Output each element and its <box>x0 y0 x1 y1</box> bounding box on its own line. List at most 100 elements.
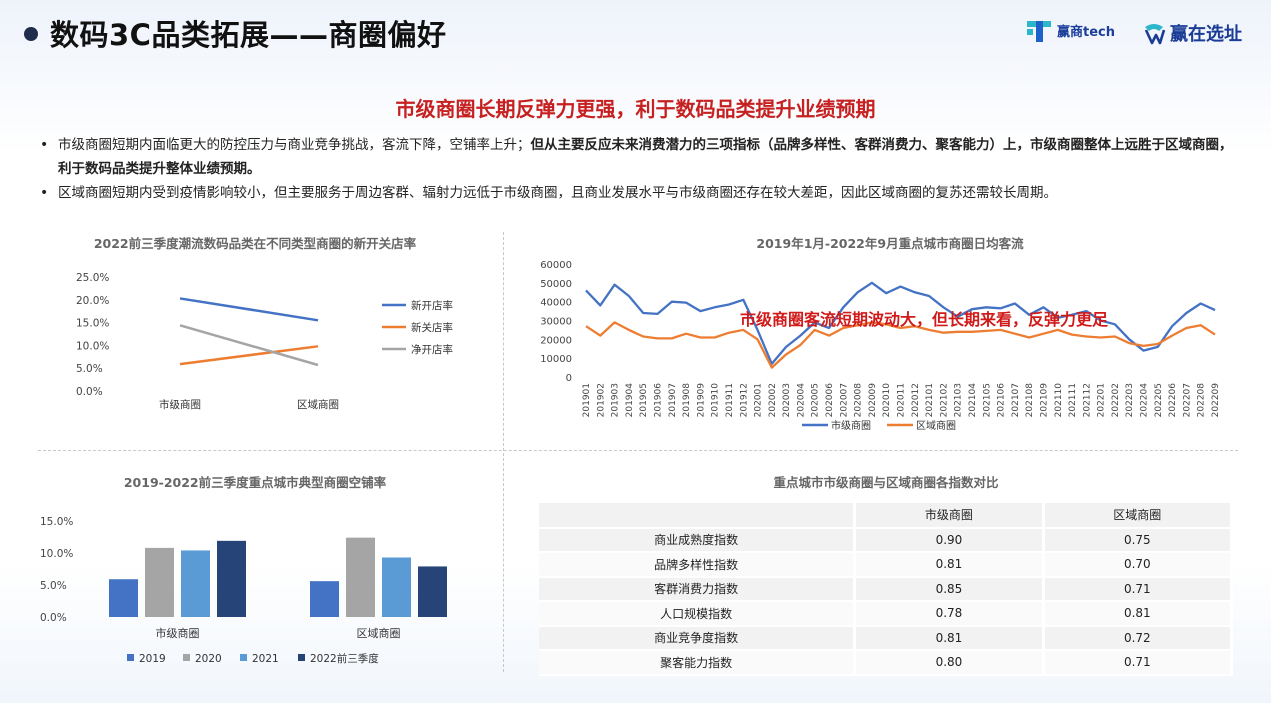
logo1-text: 赢商tech <box>1057 24 1115 40</box>
y-tick-label: 10.0% <box>76 340 109 352</box>
y-tick-label: 0.0% <box>76 386 103 398</box>
x-tick-label: 202110 <box>1054 383 1064 418</box>
y-tick-label: 15.0% <box>76 318 109 330</box>
y-tick-label: 20.0% <box>76 295 109 307</box>
y-tick-label: 60000 <box>540 260 572 271</box>
x-tick-label: 202012 <box>911 383 921 417</box>
table-row: 人口规模指数 0.78 0.81 <box>539 601 1234 627</box>
x-tick-label: 201912 <box>739 383 749 417</box>
series-line-净开店率 <box>179 324 319 367</box>
x-tick-label: 202206 <box>1168 383 1178 418</box>
series-line-新开店率 <box>179 297 319 322</box>
legend-swatch <box>127 654 134 661</box>
x-tick-label: 201909 <box>696 383 706 418</box>
headline: 市级商圈长期反弹力更强，利于数码品类提升业绩预期 <box>395 97 876 121</box>
y-tick-label: 30000 <box>540 317 572 328</box>
series-line-市级商圈 <box>585 281 1216 365</box>
table-row: 品牌多样性指数 0.81 0.70 <box>539 552 1234 578</box>
x-tick-label: 202208 <box>1197 383 1207 418</box>
table-cell: 0.72 <box>1043 625 1234 651</box>
table-cell: 聚客能力指数 <box>539 650 857 676</box>
chart2-annotation: 市级商圈客流短期波动大，但长期来看，反弹力更足 <box>740 310 1109 329</box>
x-tick-label: 202203 <box>1125 383 1135 417</box>
table-cell: 0.80 <box>854 650 1045 676</box>
y-tick-label: 15.0% <box>40 516 73 528</box>
x-tick-label: 202006 <box>825 383 835 418</box>
bullet-2-text: 区域商圈短期内受到疫情影响较小，但主要服务于周边客群、辐射力远低于市级商圈，且商… <box>58 185 1057 201</box>
legend-swatch <box>183 654 190 661</box>
table-header-cell: 市级商圈 <box>854 503 1045 529</box>
x-tick-label: 202109 <box>1039 383 1049 418</box>
x-tick-label: 202204 <box>1140 383 1150 418</box>
x-tick-label: 201910 <box>711 383 721 418</box>
x-tick-label: 202201 <box>1097 383 1107 417</box>
series-line-区域商圈 <box>585 321 1216 369</box>
x-tick-label: 202003 <box>782 383 792 417</box>
table-cell: 0.71 <box>1043 650 1234 676</box>
y-tick-label: 5.0% <box>40 580 67 592</box>
table-cell: 0.81 <box>1043 601 1234 627</box>
table-cell: 商业成熟度指数 <box>539 527 857 553</box>
bar-2020-市级商圈 <box>145 547 174 617</box>
bar-2022前三季度-市级商圈 <box>217 540 246 617</box>
x-tick-label: 202101 <box>925 383 935 417</box>
table-cell: 0.81 <box>854 625 1045 651</box>
table-cell: 0.78 <box>854 601 1045 627</box>
y-tick-label: 20000 <box>540 335 572 346</box>
x-tick-label: 201905 <box>639 383 649 417</box>
yingshang-logo-icon <box>1027 21 1051 42</box>
y-tick-label: 40000 <box>540 298 572 309</box>
x-tick-label: 201907 <box>668 383 678 417</box>
legend-label: 市级商圈 <box>831 419 871 432</box>
series-line-新关店率 <box>179 345 319 366</box>
logo2-text: 赢在选址 <box>1170 24 1242 45</box>
table-header-cell: 区域商圈 <box>1043 503 1234 529</box>
x-tick-label: 202111 <box>1068 383 1078 417</box>
table-row: 商业竞争度指数 0.81 0.72 <box>539 625 1234 651</box>
bullet-2: 区域商圈短期内受到疫情影响较小，但主要服务于周边客群、辐射力远低于市级商圈，且商… <box>38 181 1243 205</box>
x-tick-label: 市级商圈 <box>156 626 200 640</box>
chart2-title: 2019年1月-2022年9月重点城市商圈日均客流 <box>756 236 1024 251</box>
vertical-divider <box>503 232 504 672</box>
table-row: 客群消费力指数 0.85 0.71 <box>539 576 1234 602</box>
x-tick-label: 202008 <box>854 383 864 418</box>
legend-label: 2019 <box>139 653 166 665</box>
table-cell: 人口规模指数 <box>539 601 857 627</box>
x-tick-label: 202207 <box>1182 383 1192 417</box>
legend-label: 2021 <box>252 653 279 665</box>
table-row: 聚客能力指数 0.80 0.71 <box>539 650 1234 676</box>
x-tick-label: 201906 <box>653 383 663 418</box>
x-tick-label: 201911 <box>725 383 735 417</box>
table-cell: 0.81 <box>854 552 1045 578</box>
bar-2022前三季度-区域商圈 <box>418 566 447 617</box>
logo-yingshang-tech: 赢商tech <box>1025 18 1115 44</box>
x-tick-label: 202004 <box>796 383 806 418</box>
table-cell: 0.71 <box>1043 576 1234 602</box>
bar-2019-市级商圈 <box>109 579 138 617</box>
legend-label: 2020 <box>195 653 222 665</box>
y-tick-label: 10.0% <box>40 548 73 560</box>
x-tick-label: 市级商圈 <box>159 398 201 411</box>
bar-2021-市级商圈 <box>181 550 210 617</box>
x-tick-label: 202209 <box>1211 383 1221 418</box>
x-tick-label: 202104 <box>968 383 978 418</box>
x-tick-label: 201902 <box>596 383 606 417</box>
x-tick-label: 202011 <box>897 383 907 417</box>
x-tick-label: 区域商圈 <box>297 398 339 411</box>
y-tick-label: 10000 <box>540 354 572 365</box>
index-comparison-table: 市级商圈 区域商圈 商业成熟度指数 0.90 0.75 品牌多样性指数 0.81 0.70… <box>539 503 1234 676</box>
x-tick-label: 202009 <box>868 383 878 418</box>
bullet-1-normal-text: 市级商圈短期内面临更大的防控压力与商业竞争挑战，客流下降，空铺率上升； <box>58 137 531 153</box>
x-tick-label: 202108 <box>1025 383 1035 418</box>
table-row: 商业成熟度指数 0.90 0.75 <box>539 527 1234 553</box>
table-cell: 0.70 <box>1043 552 1234 578</box>
bar-2019-区域商圈 <box>310 581 339 617</box>
x-tick-label: 202202 <box>1111 383 1121 417</box>
x-tick-label: 201903 <box>611 383 621 417</box>
legend-label: 区域商圈 <box>916 419 956 432</box>
x-tick-label: 202001 <box>754 383 764 417</box>
y-tick-label: 50000 <box>540 279 572 290</box>
table-cell: 客群消费力指数 <box>539 576 857 602</box>
table-cell: 品牌多样性指数 <box>539 552 857 578</box>
x-tick-label: 202105 <box>982 383 992 417</box>
